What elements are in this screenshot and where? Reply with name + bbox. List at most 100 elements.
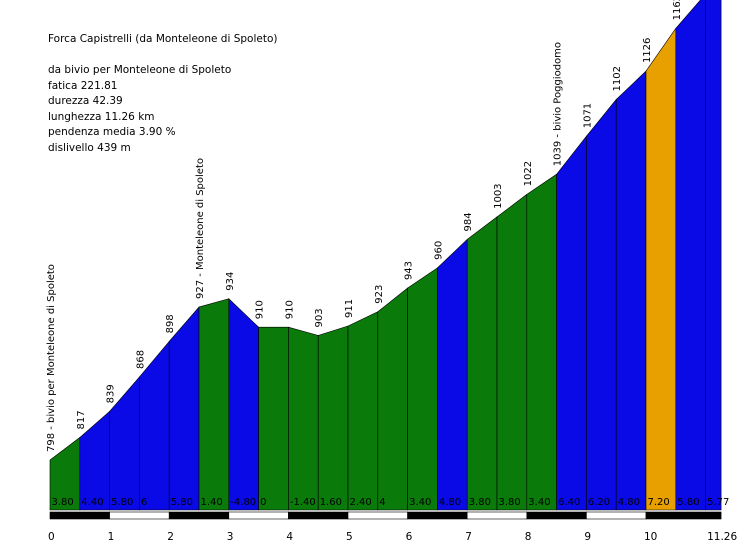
x-tick-label: 0 <box>48 531 55 543</box>
profile-segment <box>675 0 706 511</box>
elevation-label: 1162 <box>672 0 683 20</box>
lunghezza-stat: lunghezza 11.26 km <box>48 110 155 123</box>
start-point: da bivio per Monteleone di Spoleto <box>48 64 232 76</box>
chart-title: Forca Capistrelli (da Monteleone di Spol… <box>48 33 278 45</box>
km-bar-segment <box>466 511 528 520</box>
profile-segment <box>168 306 200 511</box>
km-bar-segment <box>109 511 170 520</box>
grade-label: 1.40 <box>201 497 223 508</box>
elevation-label: 903 <box>314 308 325 327</box>
grade-label: 3.40 <box>528 497 550 508</box>
profile-segment <box>198 298 230 511</box>
grade-label: 3.80 <box>469 497 491 508</box>
profile-segment <box>496 193 528 511</box>
profile-segment <box>645 27 677 511</box>
grade-label: 3.80 <box>499 497 521 508</box>
grade-label: 6.20 <box>588 497 610 508</box>
x-tick-label: 2 <box>167 531 174 543</box>
km-bar-segment <box>407 511 468 520</box>
km-bar-segment <box>645 511 722 520</box>
x-tick-label: 7 <box>465 531 472 543</box>
elevation-label: 839 <box>106 384 117 403</box>
profile-segment <box>705 0 722 511</box>
grade-label: -1.40 <box>290 497 316 508</box>
grade-label: 3.80 <box>52 497 74 508</box>
x-tick-label: 1 <box>108 531 115 543</box>
info-block: Forca Capistrelli (da Monteleone di Spol… <box>48 32 277 156</box>
elevation-label: 1039 - bivio Poggiodomo <box>553 42 564 166</box>
grade-label: 5.77 <box>707 497 729 508</box>
km-bar-segment <box>288 511 349 520</box>
pendenza-stat: pendenza media 3.90 % <box>48 126 176 138</box>
durezza-stat: durezza 42.39 <box>48 95 123 107</box>
grade-label: 1.60 <box>320 497 342 508</box>
elevation-labels: 798 - bivio per Monteleone di Spoleto 817… <box>46 0 683 452</box>
elevation-label: 984 <box>463 212 474 231</box>
profile-segment <box>288 326 319 511</box>
grade-label: 4.80 <box>618 497 640 508</box>
distance-axis: 0 1 2 3 4 5 6 7 8 9 10 11.26 <box>48 511 737 543</box>
elevation-label: 868 <box>135 350 146 369</box>
profile-segment <box>466 216 498 511</box>
profile-segment <box>377 287 408 511</box>
grade-label: 2.40 <box>350 497 372 508</box>
elevation-label: 943 <box>404 261 415 280</box>
profile-segment <box>437 238 468 511</box>
elevation-label: 960 <box>433 241 444 260</box>
elevation-label: 927 - Monteleone di Spoleto <box>195 158 206 299</box>
elevation-label: 934 <box>225 272 236 291</box>
elevation-label: 910 <box>255 300 266 319</box>
x-tick-label: 8 <box>525 531 532 543</box>
profile-segment <box>556 135 587 511</box>
km-bar-segment <box>168 511 230 520</box>
profile-segment <box>228 298 259 511</box>
elevation-label: 798 - bivio per Monteleone di Spoleto <box>46 264 57 452</box>
elevation-label: 1022 <box>523 161 534 186</box>
fatica-stat: fatica 221.81 <box>48 79 118 92</box>
elevation-label: 1102 <box>612 66 623 91</box>
x-tick-label: 3 <box>227 531 234 543</box>
grade-label: 7.20 <box>648 497 670 508</box>
profile-segment <box>615 70 647 511</box>
profile-segment <box>258 326 289 511</box>
profile-segment <box>526 173 557 511</box>
grade-label: 0 <box>260 497 266 508</box>
km-bar-segment <box>228 511 289 520</box>
elevation-label: 1126 <box>642 38 653 63</box>
grade-labels: 3.80 4.40 5.80 6 5.80 1.40 -4.80 0 -1.40 1.60 2.40… <box>52 497 730 508</box>
grade-label: 6 <box>141 497 147 508</box>
km-bar-segment <box>347 511 408 520</box>
elevation-label: 1071 <box>582 103 593 128</box>
elevation-label: 911 <box>344 299 355 318</box>
grade-label: 4.40 <box>81 497 103 508</box>
x-tick-label: 10 <box>644 531 657 543</box>
grade-label: 4 <box>379 497 385 508</box>
elevation-label: 817 <box>76 410 87 429</box>
x-tick-label: 4 <box>286 531 293 543</box>
elevation-label: 910 <box>284 300 295 319</box>
x-tick-label: 5 <box>346 531 353 543</box>
km-bar-segment <box>49 511 110 520</box>
grade-label: 5.80 <box>111 497 133 508</box>
profile-segments <box>49 0 722 511</box>
profile-segment <box>407 267 438 511</box>
x-tick-label: 11.26 <box>707 531 737 543</box>
profile-segment <box>317 325 349 511</box>
km-bar-segment <box>586 511 647 520</box>
elevation-label: 923 <box>374 285 385 304</box>
profile-segment <box>586 98 617 511</box>
profile-segment <box>347 311 379 511</box>
grade-label: 4.80 <box>439 497 461 508</box>
elevation-label: 1003 <box>493 183 504 208</box>
grade-label: -4.80 <box>230 497 256 508</box>
km-bar-segment <box>526 511 587 520</box>
x-tick-label: 6 <box>406 531 413 543</box>
grade-label: 3.40 <box>409 497 431 508</box>
elevation-label: 898 <box>165 314 176 333</box>
dislivello-stat: dislivello 439 m <box>48 141 131 154</box>
grade-label: 6.40 <box>558 497 580 508</box>
grade-label: 5.80 <box>171 497 193 508</box>
x-tick-label: 9 <box>584 531 591 543</box>
grade-label: 5.80 <box>677 497 699 508</box>
